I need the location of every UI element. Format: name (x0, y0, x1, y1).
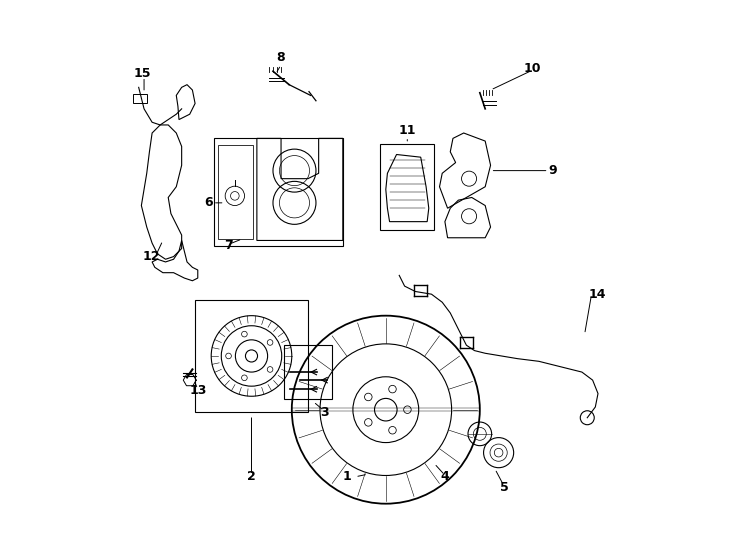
Text: 2: 2 (247, 470, 256, 483)
Text: 13: 13 (189, 384, 206, 397)
Text: 15: 15 (134, 68, 151, 80)
Text: 1: 1 (342, 470, 351, 483)
Text: 12: 12 (142, 250, 160, 263)
Text: 10: 10 (524, 62, 541, 75)
Bar (134, 94, 147, 104)
Text: 8: 8 (277, 51, 286, 64)
Bar (380, 144, 434, 230)
Bar (284, 345, 332, 399)
Text: 14: 14 (588, 288, 606, 301)
Bar (214, 138, 343, 246)
Text: 11: 11 (399, 124, 416, 137)
Text: 7: 7 (225, 239, 233, 252)
Bar (218, 145, 252, 239)
Text: 5: 5 (500, 481, 509, 494)
Text: 3: 3 (320, 406, 328, 419)
Text: 9: 9 (548, 164, 556, 177)
Bar (195, 300, 308, 413)
Text: 4: 4 (440, 470, 449, 483)
Text: 6: 6 (204, 197, 213, 210)
